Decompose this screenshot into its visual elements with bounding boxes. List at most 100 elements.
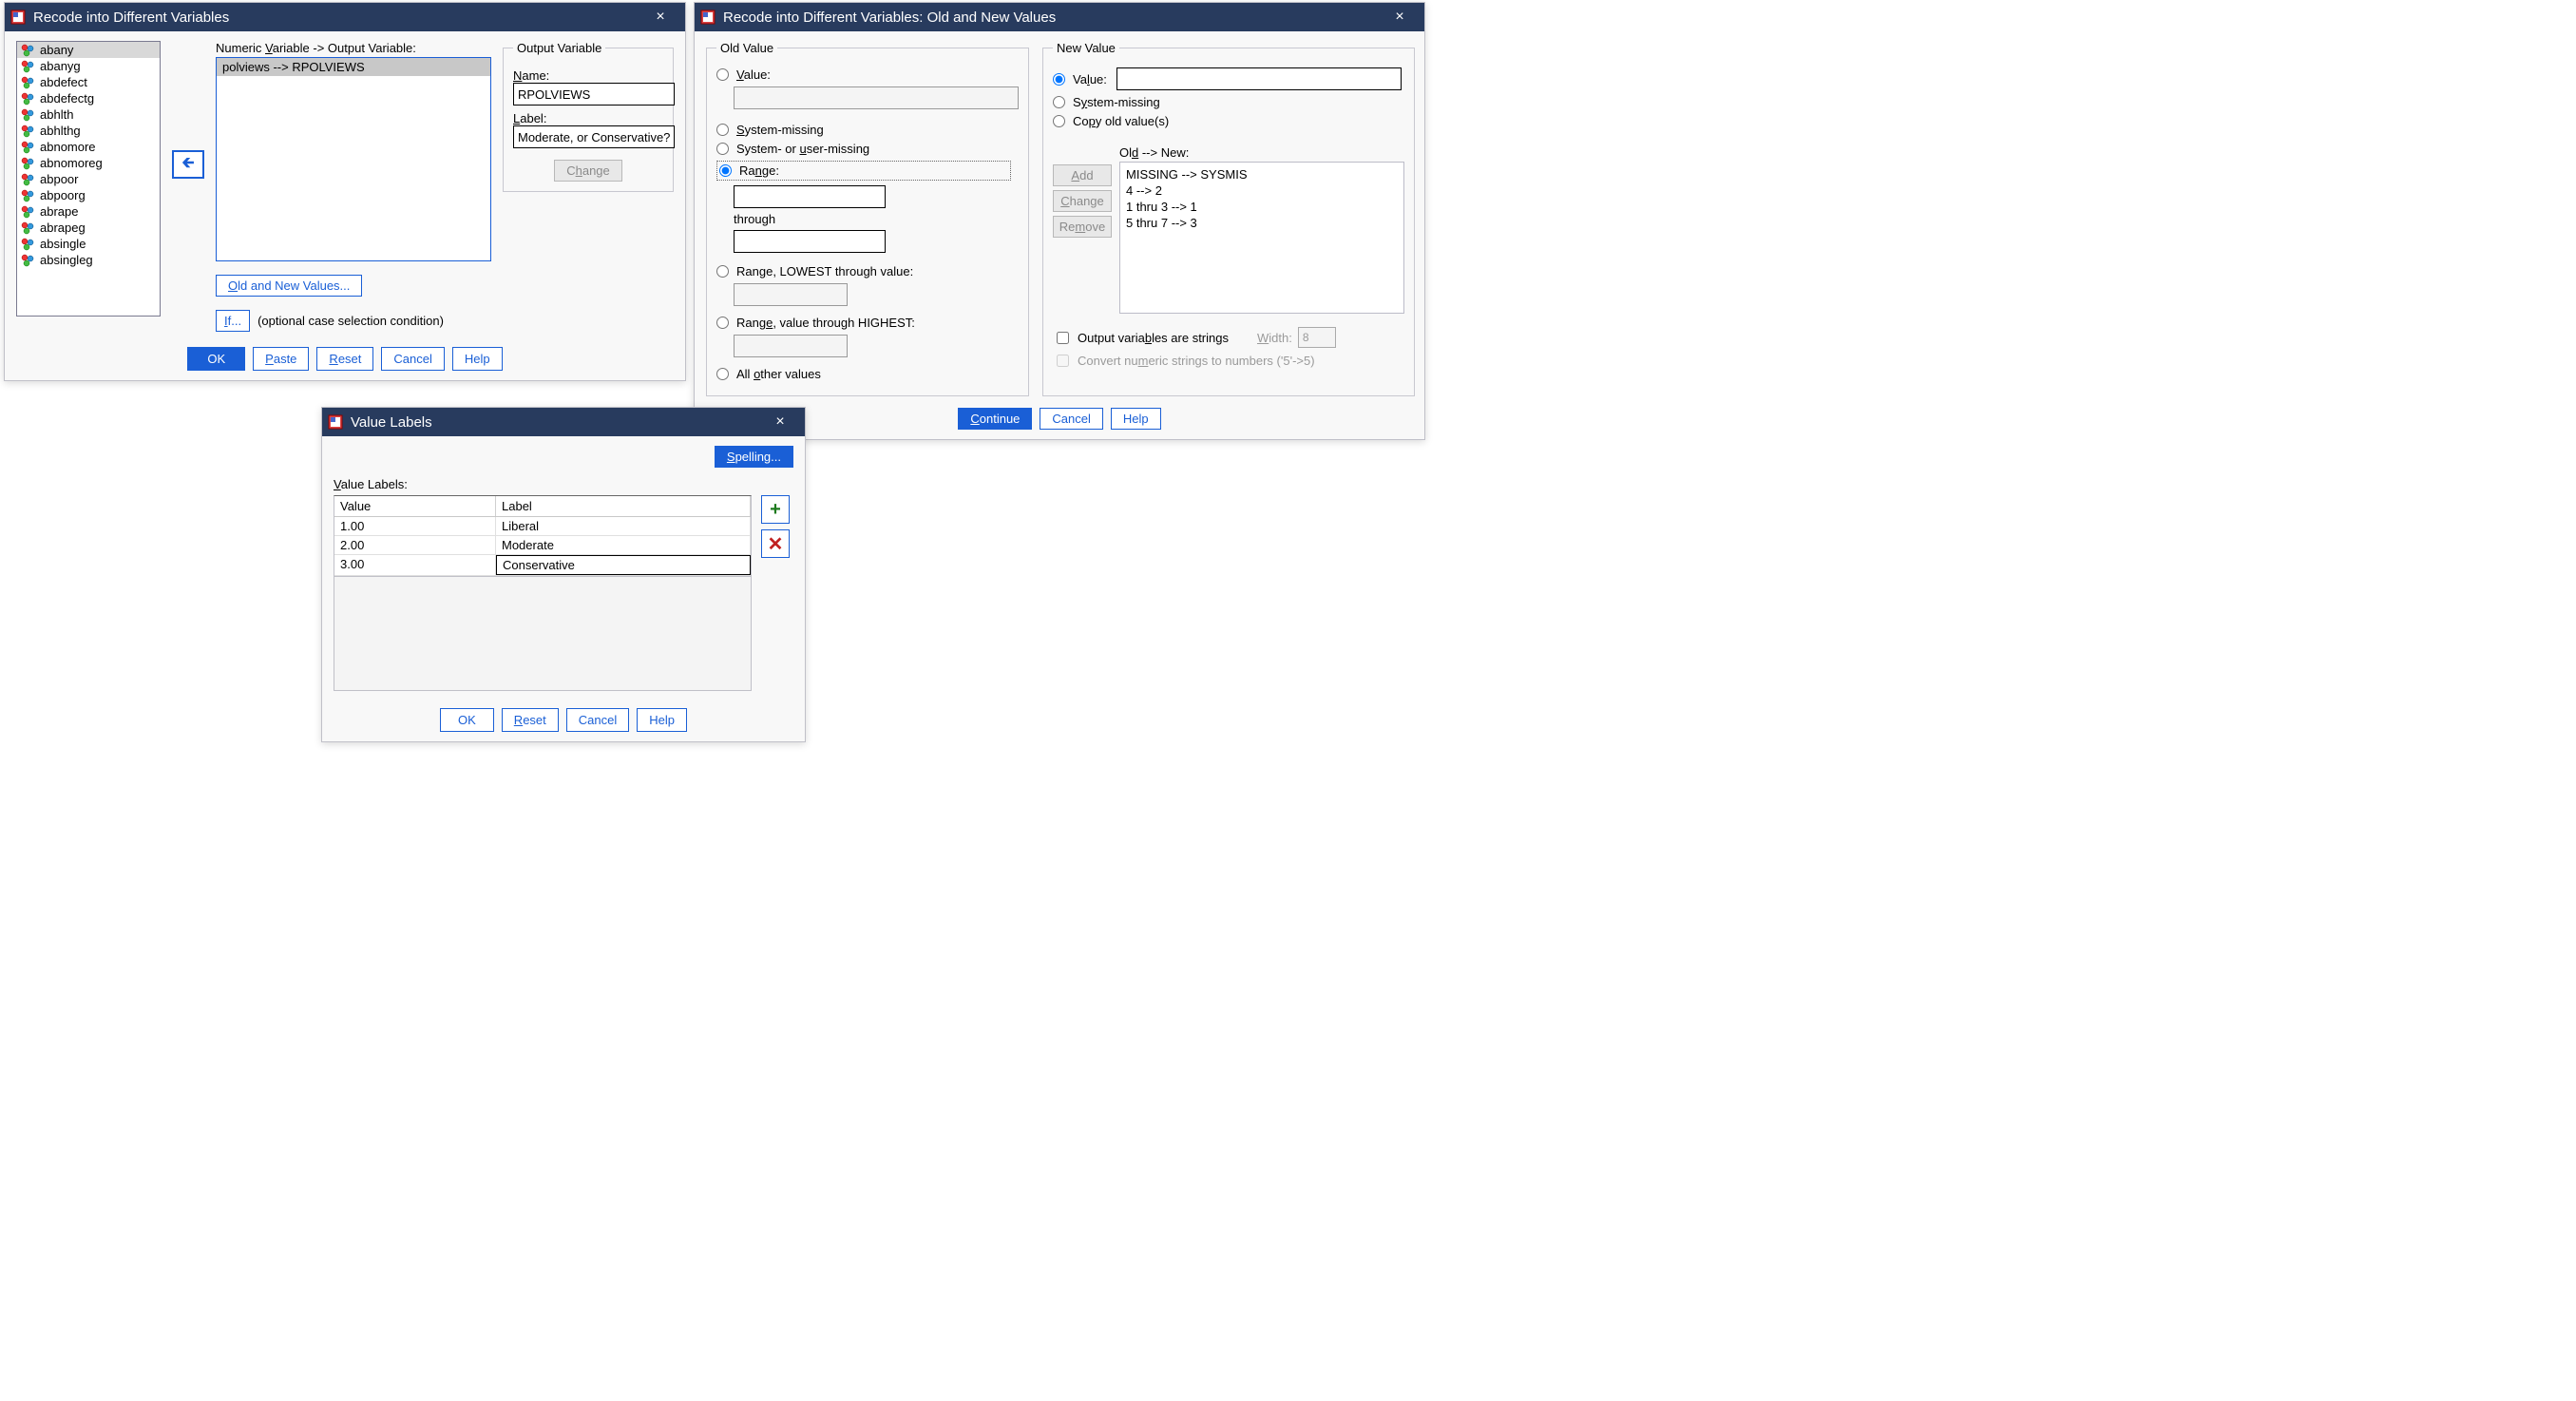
reset-button[interactable]: Reset bbox=[502, 708, 559, 732]
rule-item[interactable]: 1 thru 3 --> 1 bbox=[1126, 199, 1398, 215]
value-labels-table[interactable]: Value Label 1.00Liberal2.00Moderate3.00C… bbox=[334, 495, 752, 577]
rules-list[interactable]: MISSING --> SYSMIS4 --> 21 thru 3 --> 15… bbox=[1119, 162, 1404, 314]
mapping-row[interactable]: polviews --> RPOLVIEWS bbox=[217, 58, 490, 76]
variable-item[interactable]: abhlthg bbox=[17, 123, 160, 139]
old-range-radio[interactable]: Range: bbox=[716, 161, 1011, 181]
mapping-list[interactable]: polviews --> RPOLVIEWS bbox=[216, 57, 491, 261]
old-value-input bbox=[734, 86, 1019, 109]
ok-button[interactable]: OK bbox=[440, 708, 494, 732]
through-label: through bbox=[734, 212, 1019, 226]
help-button[interactable]: Help bbox=[452, 347, 503, 371]
spss-icon bbox=[328, 414, 343, 430]
cancel-button[interactable]: Cancel bbox=[1040, 408, 1102, 430]
old-allother-radio[interactable]: All other values bbox=[716, 367, 1019, 381]
nominal-icon bbox=[21, 92, 34, 106]
new-value-input[interactable] bbox=[1116, 67, 1402, 90]
titlebar[interactable]: Value Labels × bbox=[322, 408, 805, 436]
nominal-icon bbox=[21, 44, 34, 57]
dialog-title: Recode into Different Variables bbox=[33, 10, 641, 26]
nominal-icon bbox=[21, 173, 34, 186]
variable-item[interactable]: abany bbox=[17, 42, 160, 58]
new-value-legend: New Value bbox=[1053, 41, 1119, 55]
variable-item[interactable]: abdefectg bbox=[17, 90, 160, 106]
oldnew-header: Old --> New: bbox=[1119, 145, 1404, 160]
dialog-title: Recode into Different Variables: Old and… bbox=[723, 10, 1381, 26]
reset-button[interactable]: Reset bbox=[316, 347, 373, 371]
help-button[interactable]: Help bbox=[1111, 408, 1161, 430]
new-value-radio[interactable]: Value: bbox=[1053, 67, 1404, 90]
variable-item[interactable]: abhlth bbox=[17, 106, 160, 123]
delete-row-button[interactable]: ✕ bbox=[761, 529, 790, 558]
table-row[interactable]: 2.00Moderate bbox=[334, 536, 751, 555]
close-icon[interactable]: × bbox=[761, 413, 799, 431]
range-to-input[interactable] bbox=[734, 230, 886, 253]
width-input bbox=[1298, 327, 1336, 348]
variable-item[interactable]: abnomoreg bbox=[17, 155, 160, 171]
variable-item[interactable]: abnomore bbox=[17, 139, 160, 155]
close-icon[interactable]: × bbox=[1381, 9, 1419, 26]
add-button: Add bbox=[1053, 164, 1112, 186]
continue-button[interactable]: Continue bbox=[958, 408, 1032, 430]
table-row[interactable]: 1.00Liberal bbox=[334, 517, 751, 536]
old-new-values-button[interactable]: Old and New Values... bbox=[216, 275, 362, 297]
cancel-button[interactable]: Cancel bbox=[566, 708, 629, 732]
spelling-button[interactable]: Spelling... bbox=[715, 446, 793, 468]
value-labels-label: Value Labels: bbox=[334, 477, 793, 491]
range-lowest-input bbox=[734, 283, 848, 306]
if-button[interactable]: If... bbox=[216, 310, 250, 332]
titlebar[interactable]: Recode into Different Variables × bbox=[5, 3, 685, 31]
variable-item[interactable]: abrapeg bbox=[17, 220, 160, 236]
nominal-icon bbox=[21, 108, 34, 122]
recode-dialog: Recode into Different Variables × abanya… bbox=[4, 2, 686, 381]
label-input[interactable] bbox=[513, 125, 675, 148]
output-strings-check[interactable]: Output variables are strings Width: bbox=[1053, 327, 1404, 348]
table-row[interactable]: 3.00Conservative bbox=[334, 555, 751, 576]
new-value-group: New Value Value: System-missing Copy old… bbox=[1042, 41, 1415, 396]
name-input[interactable] bbox=[513, 83, 675, 106]
new-sysmissing-radio[interactable]: System-missing bbox=[1053, 95, 1404, 109]
old-range-highest-radio[interactable]: Range, value through HIGHEST: bbox=[716, 316, 1019, 330]
variable-item[interactable]: abanyg bbox=[17, 58, 160, 74]
variable-list[interactable]: abanyabanygabdefectabdefectgabhlthabhlth… bbox=[16, 41, 161, 317]
variable-item[interactable]: absingleg bbox=[17, 252, 160, 268]
paste-button[interactable]: Paste bbox=[253, 347, 309, 371]
nominal-icon bbox=[21, 189, 34, 202]
if-hint: (optional case selection condition) bbox=[258, 314, 444, 328]
variable-item[interactable]: abpoor bbox=[17, 171, 160, 187]
ok-button[interactable]: OK bbox=[187, 347, 245, 371]
value-labels-dialog: Value Labels × Spelling... Value Labels:… bbox=[321, 407, 806, 742]
old-value-legend: Old Value bbox=[716, 41, 777, 55]
remove-button: Remove bbox=[1053, 216, 1112, 238]
change-button: Change bbox=[554, 160, 622, 182]
close-icon[interactable]: × bbox=[641, 9, 679, 26]
output-variable-group: Output Variable Name: Label: Change bbox=[503, 41, 674, 192]
variable-item[interactable]: abpoorg bbox=[17, 187, 160, 203]
cancel-button[interactable]: Cancel bbox=[381, 347, 444, 371]
nominal-icon bbox=[21, 205, 34, 219]
move-left-button[interactable]: 🡰 bbox=[172, 150, 204, 179]
variable-item[interactable]: abrape bbox=[17, 203, 160, 220]
nominal-icon bbox=[21, 254, 34, 267]
new-copy-radio[interactable]: Copy old value(s) bbox=[1053, 114, 1404, 128]
rule-item[interactable]: MISSING --> SYSMIS bbox=[1126, 166, 1398, 182]
help-button[interactable]: Help bbox=[637, 708, 687, 732]
old-range-lowest-radio[interactable]: Range, LOWEST through value: bbox=[716, 264, 1019, 278]
rule-item[interactable]: 5 thru 7 --> 3 bbox=[1126, 215, 1398, 231]
output-legend: Output Variable bbox=[513, 41, 605, 55]
variable-item[interactable]: absingle bbox=[17, 236, 160, 252]
rule-item[interactable]: 4 --> 2 bbox=[1126, 182, 1398, 199]
range-from-input[interactable] bbox=[734, 185, 886, 208]
spss-icon bbox=[700, 10, 716, 25]
nominal-icon bbox=[21, 60, 34, 73]
label-label: Label: bbox=[513, 111, 663, 125]
table-empty-area bbox=[334, 577, 752, 691]
mapping-section-label: Numeric Variable -> Output Variable: bbox=[216, 41, 491, 55]
variable-item[interactable]: abdefect bbox=[17, 74, 160, 90]
old-value-radio[interactable]: Value: bbox=[716, 67, 1019, 82]
col-label: Label bbox=[496, 496, 751, 516]
add-row-button[interactable]: + bbox=[761, 495, 790, 524]
titlebar[interactable]: Recode into Different Variables: Old and… bbox=[695, 3, 1424, 31]
old-sysmissing-radio[interactable]: System-missing bbox=[716, 123, 1019, 137]
nominal-icon bbox=[21, 141, 34, 154]
old-sysusermissing-radio[interactable]: System- or user-missing bbox=[716, 142, 1019, 156]
